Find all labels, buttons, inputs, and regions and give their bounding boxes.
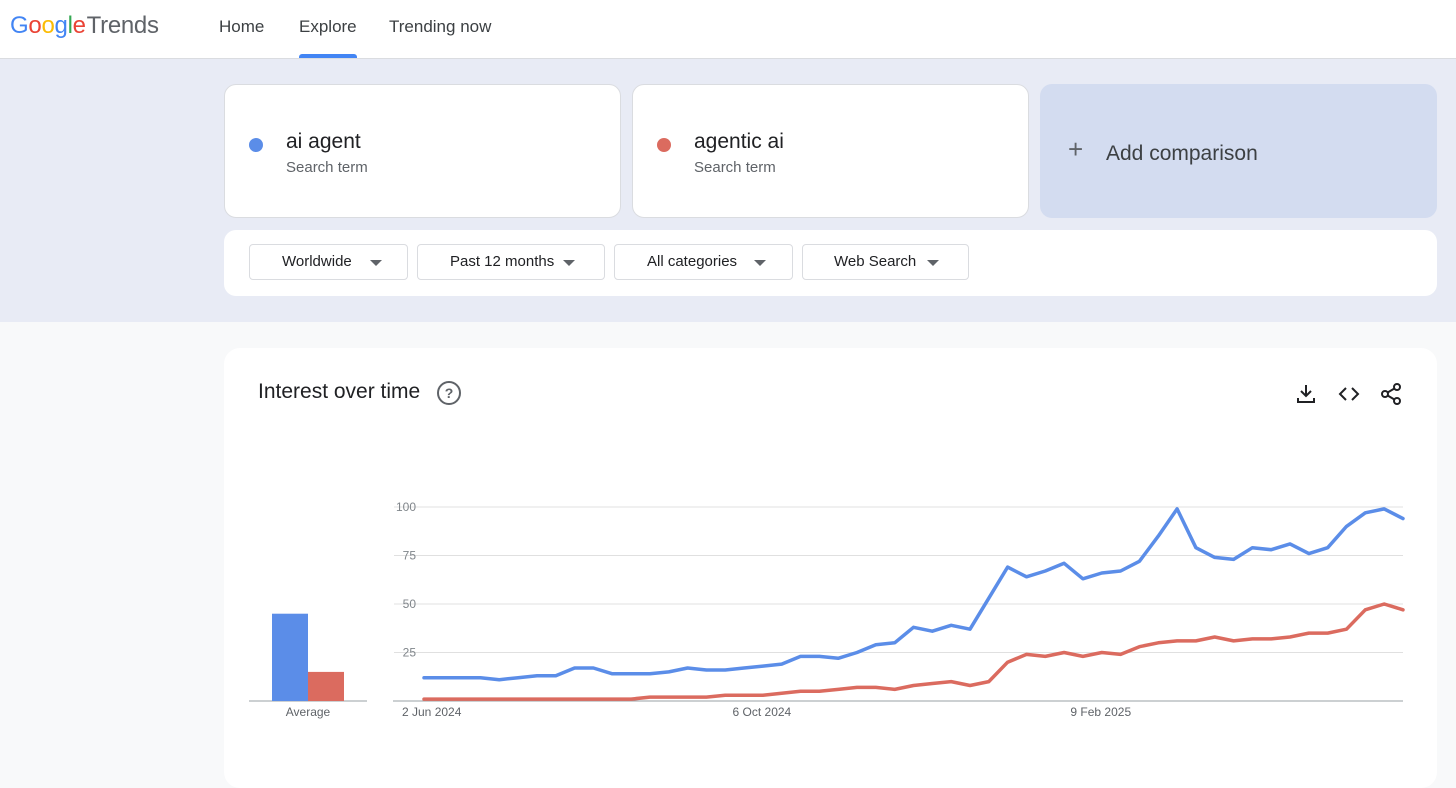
region-dropdown-label: Worldwide — [282, 253, 352, 270]
plus-icon: + — [1068, 134, 1084, 164]
search-property-dropdown[interactable]: Web Search — [802, 244, 969, 280]
add-comparison-label: Add comparison — [1106, 142, 1258, 165]
nav-trending-now[interactable]: Trending now — [389, 17, 492, 36]
caret-down-icon — [754, 260, 766, 266]
caret-down-icon — [563, 260, 575, 266]
region-dropdown[interactable]: Worldwide — [249, 244, 408, 280]
google-trends-logo[interactable]: GoogleTrends — [10, 12, 159, 40]
time-range-dropdown[interactable]: Past 12 months — [417, 244, 605, 280]
top-header: GoogleTrends Home Explore Trending now — [0, 0, 1456, 59]
time-range-dropdown-label: Past 12 months — [450, 253, 555, 270]
search-property-dropdown-label: Web Search — [834, 253, 917, 270]
category-dropdown-label: All categories — [647, 253, 738, 270]
term-name[interactable]: ai agent — [286, 130, 361, 153]
download-icon[interactable] — [1294, 382, 1318, 406]
embed-icon[interactable] — [1337, 382, 1361, 406]
term-type: Search term — [694, 159, 776, 176]
filter-bar: Worldwide Past 12 months All categories … — [224, 230, 1437, 296]
logo-trends-text: Trends — [86, 12, 159, 39]
share-icon[interactable] — [1379, 382, 1403, 406]
nav-explore[interactable]: Explore — [299, 0, 357, 58]
card-title: Interest over time — [258, 380, 421, 403]
caret-down-icon — [927, 260, 939, 266]
term-card-agentic-ai[interactable]: agentic ai Search term — [632, 84, 1029, 218]
term-type: Search term — [286, 159, 368, 176]
logo-google-text: Google — [10, 12, 86, 39]
term-name[interactable]: agentic ai — [694, 130, 784, 153]
help-icon[interactable]: ? — [437, 381, 461, 405]
nav-home[interactable]: Home — [219, 17, 265, 36]
category-dropdown[interactable]: All categories — [614, 244, 793, 280]
series-color-dot — [249, 138, 263, 152]
term-card-ai-agent[interactable]: ai agent Search term — [224, 84, 621, 218]
caret-down-icon — [370, 260, 382, 266]
series-color-dot — [657, 138, 671, 152]
add-comparison-button[interactable]: + Add comparison — [1040, 84, 1437, 218]
interest-over-time-card: Interest over time ? — [224, 348, 1437, 788]
